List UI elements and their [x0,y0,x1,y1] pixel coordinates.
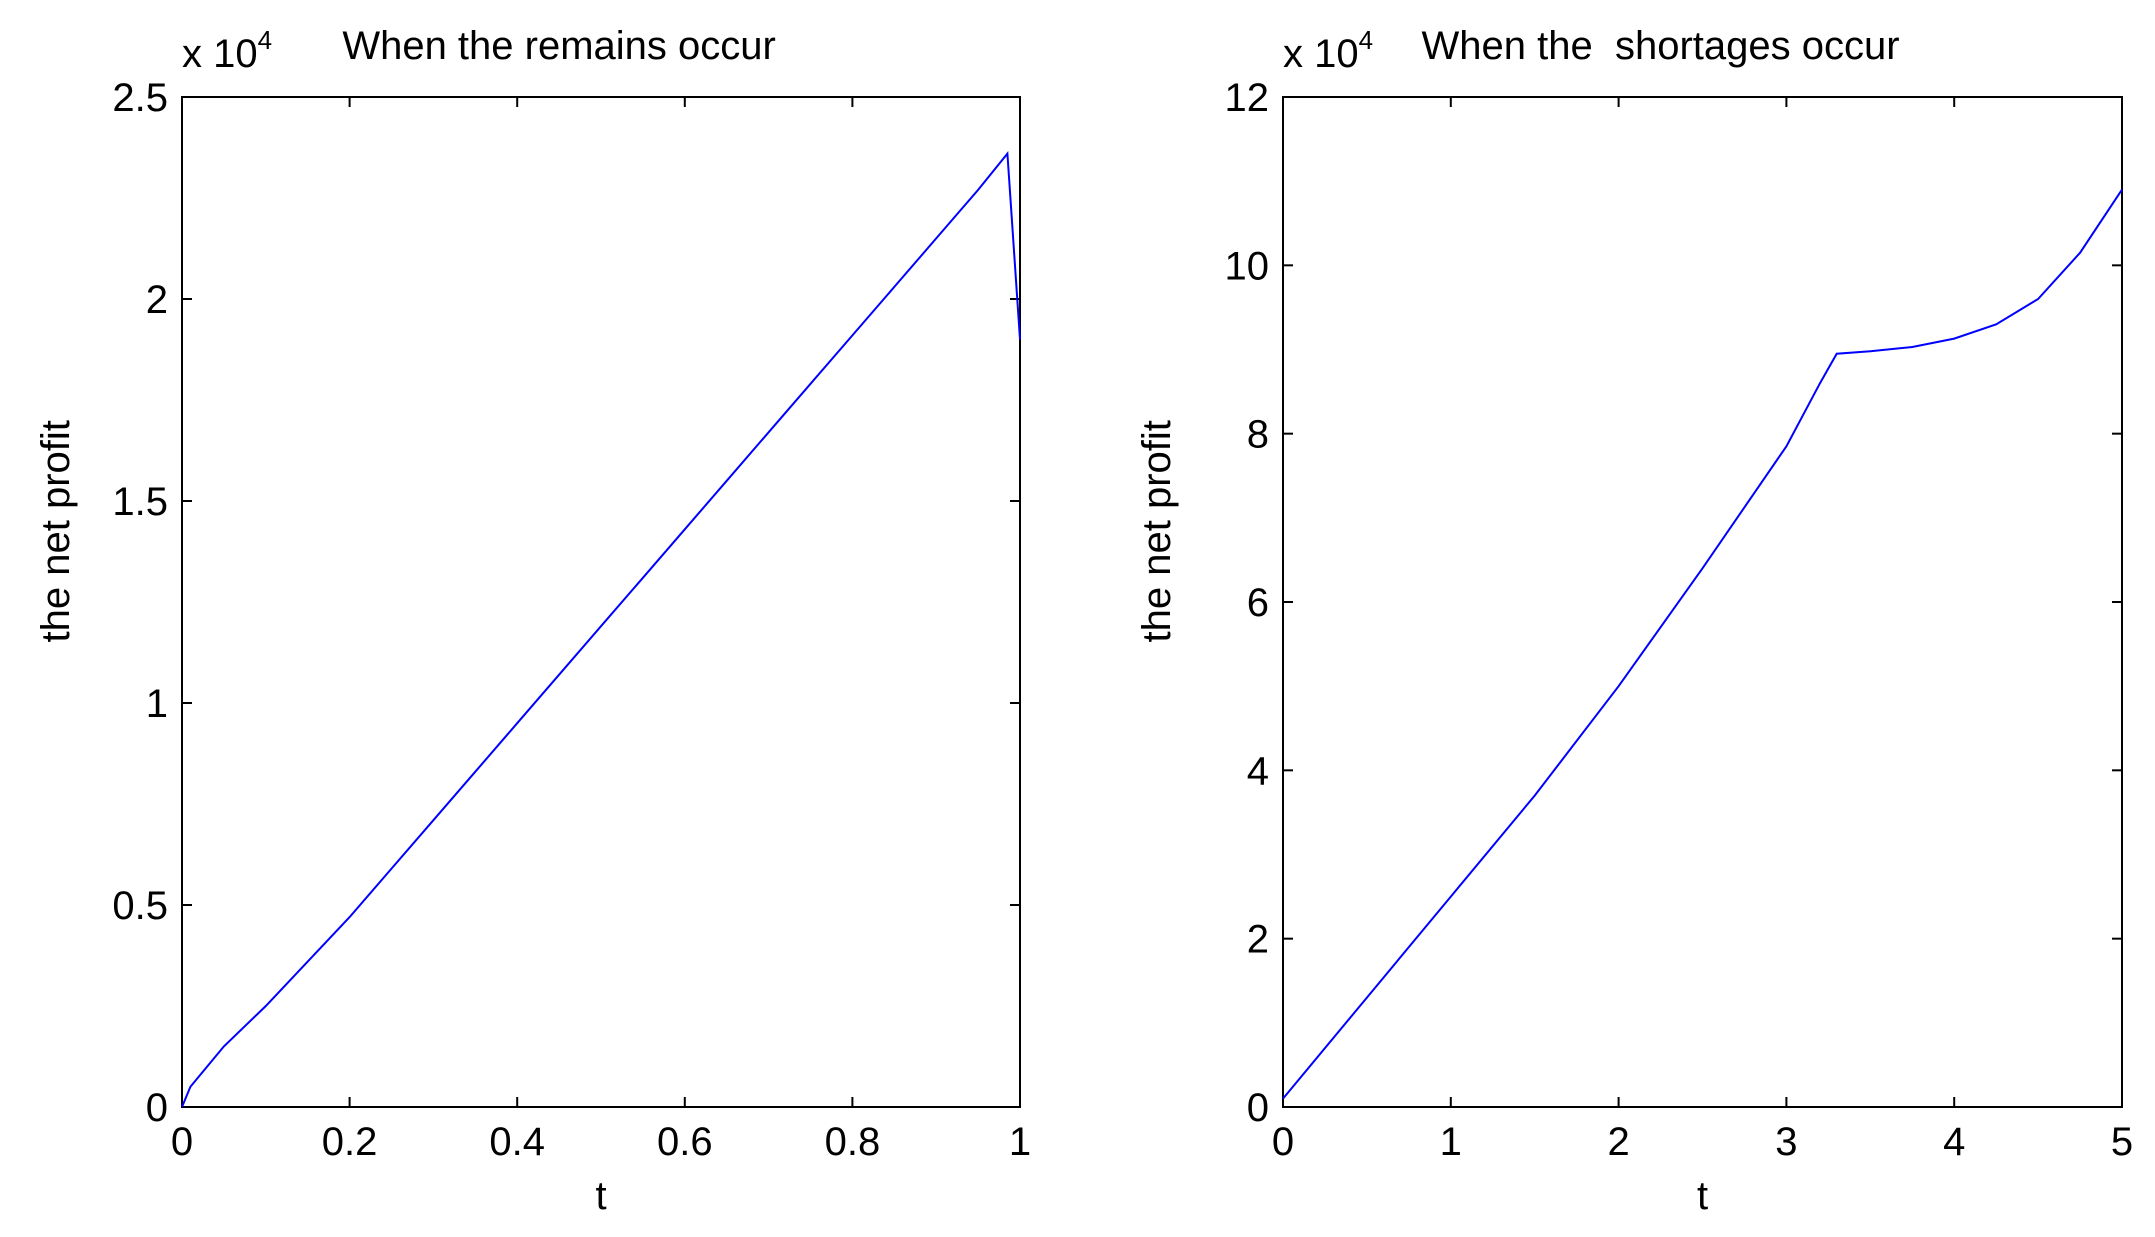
y-tick-label: 6 [1247,581,1269,625]
chart-remains: 0 0.2 0.4 0.6 0.8 1 0 0.5 1 1.5 2 2.5 When the rema… [34,24,1031,1218]
x-tick-label: 1 [1009,1120,1031,1164]
multiplier-exponent: 4 [258,25,272,55]
y-tick-label: 12 [1225,76,1270,120]
x-tick-label: 0.6 [657,1120,713,1164]
series-line [1282,189,2123,1100]
x-tick-label: 4 [1943,1120,1965,1164]
y-tick-label: 0 [146,1086,168,1130]
x-tick-label: 2 [1607,1120,1629,1164]
x-tick-label: 0.8 [825,1120,881,1164]
x-tick-label: 5 [2111,1120,2133,1164]
multiplier-base: x 10 [1283,32,1359,76]
y-tick-label: 2 [146,278,168,322]
y-tick-label: 2 [1247,918,1269,962]
x-tick-label: 0.2 [322,1120,378,1164]
tick-group: 0 0.2 0.4 0.6 0.8 1 0 0.5 1 1.5 2 2.5 [112,76,1031,1164]
chart-title: When the shortages occur [1422,24,1900,68]
y-tick-label: 1 [146,682,168,726]
x-tick-label: 0.4 [489,1120,545,1164]
y-tick-label: 8 [1247,413,1269,457]
y-axis-multiplier: x 104 [1283,25,1373,76]
y-axis-multiplier: x 104 [182,25,272,76]
y-tick-label: 0.5 [112,884,168,928]
y-tick-label: 0 [1247,1086,1269,1130]
x-axis-label: t [595,1174,606,1218]
y-axis-label: the net profit [34,420,78,642]
y-tick-label: 2.5 [112,76,168,120]
multiplier-exponent: 4 [1359,25,1373,55]
chart-title: When the remains occur [342,24,776,68]
x-tick-label: 0 [1272,1120,1294,1164]
y-tick-label: 10 [1225,244,1270,288]
x-tick-label: 1 [1440,1120,1462,1164]
y-tick-label: 1.5 [112,480,168,524]
plot-frame [181,96,1021,1108]
series-line [181,150,1021,1108]
x-tick-label: 0 [171,1120,193,1164]
x-tick-label: 3 [1775,1120,1797,1164]
x-axis-label: t [1697,1174,1708,1218]
plot-frame [1282,96,2123,1108]
multiplier-base: x 10 [182,32,258,76]
y-tick-label: 4 [1247,749,1269,793]
y-axis-label: the net profit [1135,420,1179,642]
